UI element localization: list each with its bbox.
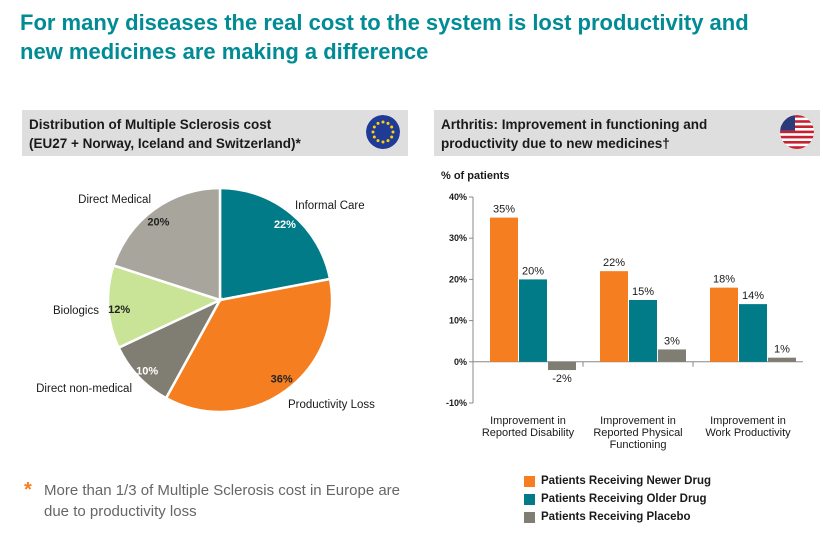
- x-category-label: Reported Disability: [482, 427, 575, 439]
- pie-value-label: 20%: [147, 217, 169, 229]
- note-bullet-icon: *: [24, 479, 32, 501]
- bar-chart-legend: Patients Receiving Newer Drug Patients Re…: [524, 472, 711, 526]
- arthritis-title-line-1: Arthritis: Improvement in functioning an…: [441, 117, 708, 132]
- pie-category-label: Productivity Loss: [288, 399, 375, 411]
- x-category-label: Improvement in: [710, 415, 786, 427]
- x-category-label: Functioning: [610, 439, 667, 451]
- bar-value-label: 1%: [774, 344, 790, 356]
- legend-label: Patients Receiving Placebo: [541, 511, 691, 523]
- bar: [710, 287, 738, 362]
- bar: [490, 217, 518, 362]
- pie-category-label: Direct Medical: [78, 194, 151, 206]
- y-tick-label: 10%: [449, 316, 467, 326]
- ms-cost-title-line-2: (EU27 + Norway, Iceland and Switzerland)…: [29, 136, 301, 151]
- y-tick-label: 20%: [449, 274, 467, 284]
- pie-value-label: 12%: [108, 304, 130, 316]
- bar: [600, 271, 628, 362]
- y-tick-label: 40%: [449, 192, 467, 202]
- bar-value-label: 15%: [632, 286, 654, 298]
- ms-cost-note: * More than 1/3 of Multiple Sclerosis co…: [24, 480, 404, 522]
- legend-swatch: [524, 476, 535, 487]
- legend-swatch: [524, 494, 535, 505]
- bar: [548, 361, 576, 371]
- pie-category-label: Biologics: [53, 305, 99, 317]
- pie-slice-biologics: [106, 263, 224, 350]
- bar-value-label: 3%: [664, 335, 680, 347]
- ms-cost-pie-chart: 22% Informal Care 36% Productivity Loss 10% D…: [36, 186, 375, 414]
- bar-value-label: -2%: [552, 373, 572, 385]
- bar-value-label: 20%: [522, 265, 544, 277]
- page-title-line-1: For many diseases the real cost to the s…: [20, 10, 749, 35]
- legend-swatch: [524, 512, 535, 523]
- x-category-label: Reported Physical: [593, 427, 682, 439]
- bar: [768, 357, 796, 362]
- legend-item: Patients Receiving Older Drug: [524, 490, 711, 508]
- bar-value-label: 22%: [603, 257, 625, 269]
- y-tick-label: 0%: [454, 357, 467, 367]
- x-category-label: Improvement in: [600, 415, 676, 427]
- pie-category-label: Informal Care: [295, 200, 365, 212]
- bar: [629, 300, 657, 362]
- pie-slice-productivity-loss: [164, 277, 334, 414]
- bar-value-label: 14%: [742, 290, 764, 302]
- pie-value-label: 10%: [136, 366, 158, 378]
- y-axis-label: % of patients: [441, 170, 509, 182]
- pie-category-label: Direct non-medical: [36, 383, 132, 395]
- arthritis-panel-header: Arthritis: Improvement in functioning an…: [434, 110, 820, 156]
- y-tick-label: -10%: [446, 398, 467, 408]
- pie-slice-informal-care: [218, 186, 332, 302]
- pie-value-label: 36%: [271, 373, 293, 385]
- note-text: More than 1/3 of Multiple Sclerosis cost…: [44, 482, 401, 520]
- legend-label: Patients Receiving Older Drug: [541, 493, 707, 505]
- bar: [739, 304, 767, 362]
- legend-item: Patients Receiving Placebo: [524, 508, 711, 526]
- page-title-line-2: new medicines are making a difference: [20, 39, 429, 64]
- arthritis-bar-chart: % of patients -10% 0% 10% 20% 30% 40% 35% 20% -2%…: [441, 170, 803, 451]
- eu-flag-icon: [366, 115, 400, 149]
- bar-value-label: 18%: [713, 274, 735, 286]
- arthritis-title-line-2: productivity due to new medicines†: [441, 136, 670, 151]
- pie-value-label: 22%: [274, 219, 296, 231]
- x-category-label: Improvement in: [490, 415, 566, 427]
- legend-label: Patients Receiving Newer Drug: [541, 475, 711, 487]
- ms-cost-panel-header: Distribution of Multiple Sclerosis cost …: [22, 110, 408, 156]
- pie-slice-direct-medical: [111, 186, 222, 302]
- bar: [658, 349, 686, 362]
- bar: [519, 279, 547, 362]
- x-category-label: Work Productivity: [705, 427, 791, 439]
- bar-value-label: 35%: [493, 204, 515, 216]
- legend-item: Patients Receiving Newer Drug: [524, 472, 711, 490]
- page-title: For many diseases the real cost to the s…: [20, 8, 820, 66]
- ms-cost-title-line-1: Distribution of Multiple Sclerosis cost: [29, 117, 272, 132]
- y-tick-label: 30%: [449, 233, 467, 243]
- us-flag-icon: [780, 115, 814, 149]
